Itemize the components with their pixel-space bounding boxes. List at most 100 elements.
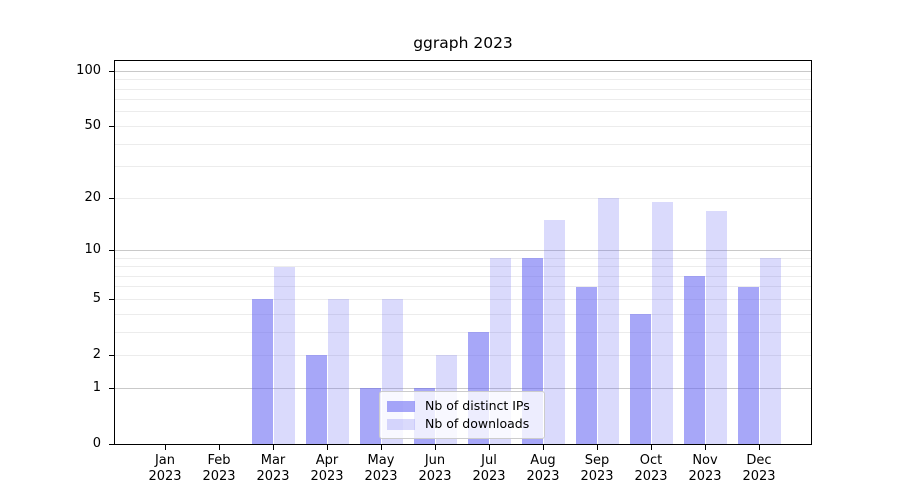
x-tick-year: 2023	[742, 468, 776, 484]
legend-label-downloads: Nb of downloads	[425, 416, 530, 431]
gridline-minor-8	[115, 266, 811, 268]
gridline-minor-6	[115, 286, 811, 288]
x-tick-jan	[164, 445, 166, 450]
gridline-major-1	[115, 387, 811, 389]
x-tick-year: 2023	[634, 468, 668, 484]
bar-downloads-apr	[328, 299, 349, 444]
x-tick-month: Feb	[207, 453, 231, 468]
bar-distinct-ips-dec	[738, 286, 759, 444]
x-tick-month: Aug	[530, 453, 556, 468]
x-tick-may	[380, 445, 382, 450]
x-tick-jul	[488, 445, 490, 450]
x-tick-apr	[326, 445, 328, 450]
x-tick-year: 2023	[256, 468, 290, 484]
x-tick-month: Nov	[692, 453, 718, 468]
x-tick-label-may: May 2023	[349, 453, 413, 484]
x-tick-month: Jan	[154, 453, 176, 468]
x-tick-nov	[704, 445, 706, 450]
bar-distinct-ips-apr	[306, 355, 327, 444]
bar-downloads-dec	[760, 258, 781, 444]
legend-item-downloads: Nb of downloads	[387, 417, 536, 431]
y-tick-label-20: 20	[84, 189, 101, 205]
x-tick-month: Sep	[584, 453, 610, 468]
y-tick-label-2: 2	[92, 346, 101, 362]
y-tick-label-0: 0	[92, 435, 101, 451]
x-tick-month: Mar	[260, 453, 286, 468]
y-tick-label-1: 1	[92, 379, 101, 395]
y-tick-10	[109, 249, 114, 251]
gridline-minor-20	[115, 197, 811, 199]
legend-item-distinct-ips: Nb of distinct IPs	[387, 399, 536, 413]
y-tick-0	[109, 443, 114, 445]
gridline-minor-4	[115, 313, 811, 315]
x-tick-year: 2023	[148, 468, 182, 484]
x-tick-mar	[272, 445, 274, 450]
plot-area: 0 1 2 5 10 20 50 100 Jan 2023 Feb 2023 Mar 2023 Apr 202…	[76, 60, 812, 484]
x-tick-label-aug: Aug 2023	[511, 453, 575, 484]
x-tick-dec	[758, 445, 760, 450]
x-tick-month: Dec	[746, 453, 772, 468]
x-tick-label-apr: Apr 2023	[295, 453, 359, 484]
x-tick-month: May	[367, 453, 395, 468]
legend-swatch-downloads	[387, 418, 415, 430]
y-tick-2	[109, 354, 114, 356]
legend: Nb of distinct IPs Nb of downloads	[379, 391, 545, 439]
gridline-minor-7	[115, 275, 811, 277]
legend-label-distinct-ips: Nb of distinct IPs	[425, 398, 530, 413]
x-tick-year: 2023	[202, 468, 236, 484]
gridline-minor-50	[115, 125, 811, 127]
x-tick-oct	[650, 445, 652, 450]
bar-downloads-oct	[652, 202, 673, 444]
x-tick-jun	[434, 445, 436, 450]
gridline-major-100	[115, 70, 811, 72]
gridline-minor-2	[115, 354, 811, 356]
bar-downloads-nov	[706, 210, 727, 444]
x-tick-label-mar: Mar 2023	[241, 453, 305, 484]
y-tick-20	[109, 197, 114, 199]
gridline-minor-9	[115, 257, 811, 259]
gridline-minor-70	[115, 99, 811, 101]
gridline-major-10	[115, 249, 811, 251]
y-tick-label-5: 5	[92, 290, 101, 306]
x-tick-label-nov: Nov 2023	[673, 453, 737, 484]
x-tick-year: 2023	[310, 468, 344, 484]
gridline-minor-40	[115, 143, 811, 145]
gridline-minor-90	[115, 79, 811, 81]
bar-distinct-ips-may	[360, 388, 381, 444]
bar-distinct-ips-oct	[630, 314, 651, 444]
x-tick-label-sep: Sep 2023	[565, 453, 629, 484]
x-tick-feb	[218, 445, 220, 450]
y-tick-5	[109, 298, 114, 300]
x-tick-aug	[542, 445, 544, 450]
gridline-minor-80	[115, 88, 811, 90]
x-tick-label-jan: Jan 2023	[133, 453, 197, 484]
bar-downloads-aug	[544, 220, 565, 444]
x-tick-month: Jun	[424, 453, 446, 468]
x-tick-year: 2023	[418, 468, 452, 484]
chart-title: ggraph 2023	[413, 34, 513, 52]
x-tick-label-jul: Jul 2023	[457, 453, 521, 484]
x-tick-month: Apr	[315, 453, 339, 468]
x-tick-year: 2023	[364, 468, 398, 484]
bar-downloads-mar	[274, 266, 295, 444]
legend-swatch-distinct-ips	[387, 400, 415, 412]
gridline-minor-3	[115, 331, 811, 333]
x-tick-year: 2023	[526, 468, 560, 484]
y-tick-1	[109, 387, 114, 389]
x-tick-label-jun: Jun 2023	[403, 453, 467, 484]
gridline-minor-30	[115, 166, 811, 168]
x-tick-label-oct: Oct 2023	[619, 453, 683, 484]
bar-distinct-ips-sep	[576, 286, 597, 444]
bar-distinct-ips-nov	[684, 276, 705, 444]
x-tick-sep	[596, 445, 598, 450]
gridline-minor-5	[115, 298, 811, 300]
x-tick-label-dec: Dec 2023	[727, 453, 791, 484]
y-tick-label-100: 100	[76, 62, 101, 78]
x-tick-label-feb: Feb 2023	[187, 453, 251, 484]
bar-downloads-sep	[598, 198, 619, 444]
x-tick-year: 2023	[688, 468, 722, 484]
x-tick-month: Jul	[481, 453, 497, 468]
y-tick-label-50: 50	[84, 117, 101, 133]
bar-distinct-ips-mar	[252, 299, 273, 444]
